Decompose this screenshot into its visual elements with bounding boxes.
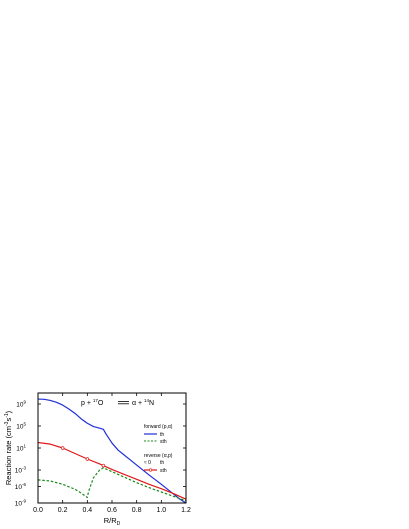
x-axis-label: R/RD bbox=[104, 516, 121, 527]
legend-forward-th-label: th bbox=[160, 432, 164, 438]
x-tick-label: 0.2 bbox=[58, 507, 68, 514]
x-tick-label: 0.4 bbox=[82, 507, 92, 514]
y-tick-label: 105 bbox=[16, 422, 26, 431]
series-line-1 bbox=[38, 467, 186, 502]
x-tick-label: 0.6 bbox=[107, 507, 117, 514]
series-marker-2-0 bbox=[60, 446, 65, 450]
legend-forward-sth-label: sth bbox=[160, 439, 167, 445]
y-tick-label: 10-6 bbox=[15, 482, 27, 491]
y-tick-label: 10-9 bbox=[15, 499, 27, 508]
reaction-annotation: p + 17O α + 14N bbox=[81, 398, 154, 407]
x-tick-label: 0.8 bbox=[132, 507, 142, 514]
legend-reverse-sth-marker bbox=[148, 468, 153, 472]
legend-forward-title: forward (p,α) bbox=[144, 424, 173, 430]
x-tick-label: 1.2 bbox=[181, 507, 191, 514]
y-tick-label: 10-3 bbox=[15, 466, 27, 475]
marker-layer bbox=[60, 446, 106, 468]
svg-text:α + 14N: α + 14N bbox=[132, 398, 154, 407]
x-tick-label: 0.0 bbox=[33, 507, 43, 514]
x-tick-layer: 0.0 0.2 0.4 0.6 0.8 1.0 1.2 bbox=[33, 393, 191, 514]
series-line-0 bbox=[38, 398, 186, 503]
legend-reverse-title: reverse (α,p) bbox=[144, 453, 173, 459]
y-tick-label: 109 bbox=[16, 400, 26, 409]
legend-reverse-prefix: ≈ 0 bbox=[144, 460, 151, 466]
svg-text:p + 17O: p + 17O bbox=[81, 398, 104, 407]
legend: forward (p,α) th sth reverse (α,p) ≈ 0 t… bbox=[144, 424, 173, 474]
series-marker-2-2 bbox=[101, 463, 106, 468]
series-line-2 bbox=[38, 441, 186, 500]
series-layer bbox=[38, 398, 186, 503]
y-tick-label: 101 bbox=[16, 444, 26, 453]
y-axis-label: Reaction rate (cm-3s-1) bbox=[4, 410, 13, 485]
legend-reverse-th-label: th bbox=[160, 460, 164, 466]
x-tick-label: 1.0 bbox=[156, 507, 166, 514]
legend-reverse-sth-label: sth bbox=[160, 468, 167, 474]
y-tick-layer: 109 105 101 10-3 10-6 10-9 bbox=[15, 400, 186, 508]
series-marker-2-1 bbox=[85, 457, 90, 461]
